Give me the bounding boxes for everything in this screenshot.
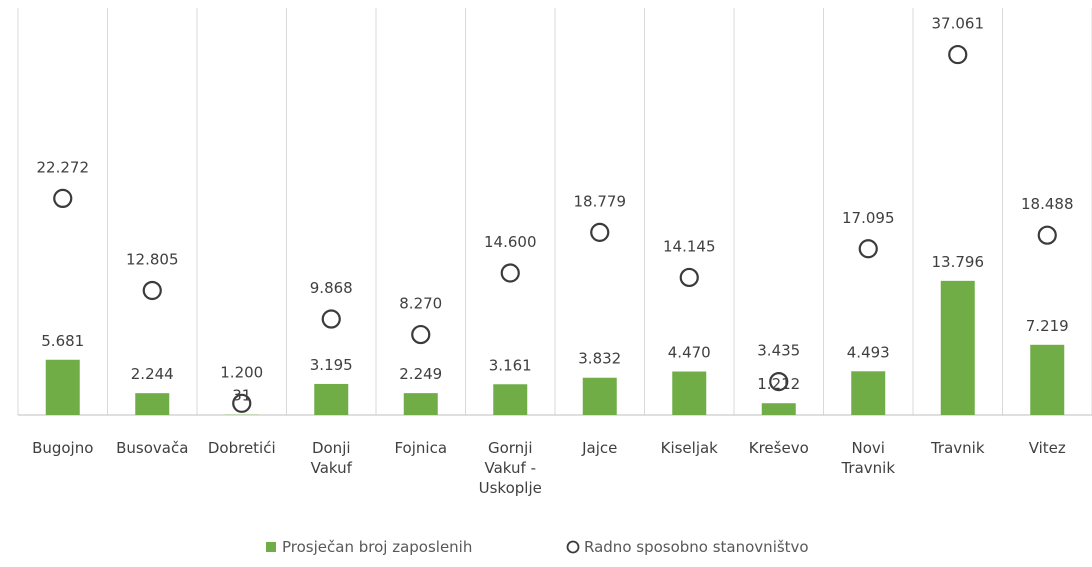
category-label: Jajce [581, 439, 617, 457]
bar [851, 371, 885, 415]
bar-data-label: 13.796 [932, 253, 985, 271]
marker-point [54, 190, 71, 207]
bar [404, 393, 438, 415]
category-label: Kiseljak [661, 439, 719, 457]
bar-data-label: 4.470 [668, 344, 711, 362]
bar-data-label: 2.249 [399, 365, 442, 383]
marker-data-label: 22.272 [37, 158, 90, 176]
bar [1030, 345, 1064, 415]
marker-data-label: 12.805 [126, 250, 179, 268]
marker-point [860, 240, 877, 257]
bar-data-label: 4.493 [847, 343, 890, 361]
bar-data-label: 7.219 [1026, 317, 1069, 335]
marker-point [412, 326, 429, 343]
bar [493, 384, 527, 415]
legend-marker-swatch [568, 542, 579, 553]
category-label: Travnik [930, 439, 985, 457]
marker-point [681, 269, 698, 286]
bar-data-label: 1.212 [757, 375, 800, 393]
grid [18, 8, 1092, 415]
bar [46, 360, 80, 415]
category-label: Busovača [116, 439, 188, 457]
marker-data-label: 9.868 [310, 279, 353, 297]
marker-data-label: 18.779 [574, 192, 627, 210]
bar-data-label: 3.161 [489, 356, 532, 374]
legend-bar-label: Prosječan broj zaposlenih [282, 538, 472, 556]
bar-data-label: 2.244 [131, 365, 174, 383]
bar [583, 378, 617, 415]
category-label: Kreševo [749, 439, 809, 457]
legend: Prosječan broj zaposlenih Radno sposobno… [266, 538, 809, 556]
bar-data-label: 3.195 [310, 356, 353, 374]
marker-data-label: 8.270 [399, 295, 442, 313]
marker-point [1039, 227, 1056, 244]
bar-data-label: 3.832 [578, 350, 621, 368]
bar [135, 393, 169, 415]
legend-bar-swatch [266, 542, 276, 552]
marker-point [591, 224, 608, 241]
category-label: Fojnica [394, 439, 447, 457]
marker-point [144, 282, 161, 299]
category-label: Dobretići [208, 439, 276, 457]
marker-data-label: 18.488 [1021, 195, 1074, 213]
category-label: Vitez [1029, 439, 1066, 457]
marker-data-label: 1.200 [220, 363, 263, 381]
bar [314, 384, 348, 415]
marker-data-label: 3.435 [757, 342, 800, 360]
marker-point [502, 265, 519, 282]
bar [672, 372, 706, 415]
category-label: Bugojno [32, 439, 93, 457]
marker-point [949, 46, 966, 63]
marker-data-label: 17.095 [842, 209, 895, 227]
marker-point [323, 311, 340, 328]
bar [941, 281, 975, 415]
marker-data-label: 14.145 [663, 237, 716, 255]
bar [762, 403, 796, 415]
marker-data-label: 14.600 [484, 233, 537, 251]
bar-data-label: 31 [232, 387, 251, 405]
bar-data-label: 5.681 [41, 332, 84, 350]
marker-data-label: 37.061 [932, 15, 985, 33]
legend-marker-label: Radno sposobno stanovništvo [584, 538, 809, 556]
